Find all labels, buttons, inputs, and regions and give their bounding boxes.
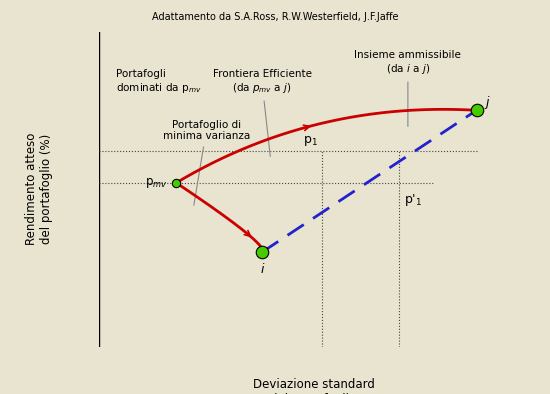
Text: Rendimento atteso
del portafoglio (%): Rendimento atteso del portafoglio (%) bbox=[25, 133, 53, 245]
Text: j: j bbox=[485, 96, 488, 109]
Text: Adattamento da S.A.Ross, R.W.Westerfield, J.F.Jaffe: Adattamento da S.A.Ross, R.W.Westerfield… bbox=[152, 12, 398, 22]
Text: Portafogli
dominati da p$_{mv}$: Portafogli dominati da p$_{mv}$ bbox=[116, 69, 202, 95]
Text: p'$_1$: p'$_1$ bbox=[404, 192, 422, 208]
Text: p$_1$: p$_1$ bbox=[303, 134, 318, 148]
Text: p$_{mv}$: p$_{mv}$ bbox=[145, 176, 168, 190]
Text: i: i bbox=[260, 263, 264, 276]
Text: Deviazione standard
del portafoglio: Deviazione standard del portafoglio bbox=[252, 378, 375, 394]
Text: Insieme ammissibile
(da $i$ a $j$): Insieme ammissibile (da $i$ a $j$) bbox=[354, 50, 461, 126]
Text: Frontiera Efficiente
(da $p_{mv}$ a $j$): Frontiera Efficiente (da $p_{mv}$ a $j$) bbox=[212, 69, 311, 156]
Text: Portafoglio di
minima varianza: Portafoglio di minima varianza bbox=[163, 120, 250, 205]
